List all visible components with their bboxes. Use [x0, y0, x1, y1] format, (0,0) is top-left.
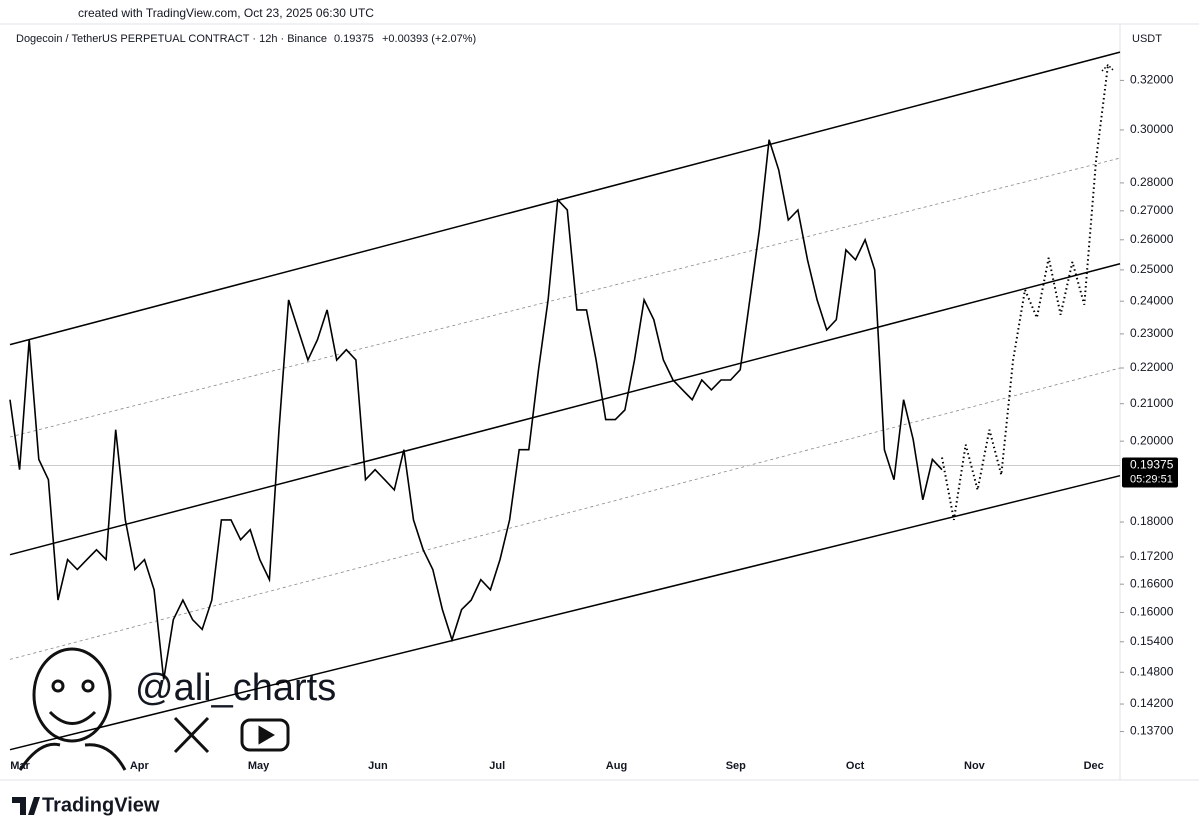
x-tick-label: Aug: [606, 760, 627, 772]
x-tick-label: Jun: [368, 760, 388, 772]
y-tick-label: 0.24000: [1130, 293, 1174, 307]
social-icons: [173, 716, 290, 754]
y-tick-label: 0.32000: [1130, 73, 1174, 87]
currency: USDT: [1132, 33, 1162, 45]
x-tick-label: Dec: [1084, 760, 1104, 772]
watermark: @ali_charts: [135, 667, 336, 709]
header-change: +0.00393 (+2.07%): [382, 33, 476, 45]
y-tick-label: 0.26000: [1130, 232, 1174, 246]
y-tick-label: 0.17200: [1130, 549, 1174, 563]
brand: TradingView: [42, 794, 160, 816]
x-tick-label: Apr: [130, 760, 150, 772]
price-tag: [1122, 457, 1178, 488]
x-tick-label: Nov: [964, 760, 986, 772]
y-tick-label: 0.30000: [1130, 122, 1174, 136]
brand-logo: [12, 797, 40, 815]
header-price: 0.19375: [334, 33, 374, 45]
price-tag-value: 0.19375: [1130, 458, 1174, 472]
channel-line: [9, 51, 1121, 346]
y-tick-label: 0.18000: [1130, 514, 1174, 528]
projection-arrow: [1101, 63, 1115, 72]
y-tick-label: 0.25000: [1130, 262, 1174, 276]
y-tick-label: 0.13700: [1130, 724, 1174, 738]
y-tick-label: 0.27000: [1130, 203, 1174, 217]
channel-line: [9, 263, 1121, 556]
y-tick-label: 0.14200: [1130, 696, 1174, 710]
channel-line: [9, 367, 1121, 660]
y-tick-label: 0.28000: [1130, 175, 1174, 189]
channel-line: [9, 157, 1121, 438]
x-tick-label: Oct: [846, 760, 865, 772]
y-tick-label: 0.16000: [1130, 605, 1174, 619]
y-tick-label: 0.15400: [1130, 634, 1174, 648]
price-tag-countdown: 05:29:51: [1130, 473, 1173, 485]
avatar: [18, 647, 127, 771]
x-tick-label: May: [248, 760, 270, 772]
chart-title: Dogecoin / TetherUS PERPETUAL CONTRACT ·…: [16, 33, 327, 45]
y-tick-label: 0.20000: [1130, 433, 1174, 447]
x-tick-label: Mar: [10, 760, 30, 772]
x-tick-label: Sep: [726, 760, 746, 772]
credit: created with TradingView.com, Oct 23, 20…: [78, 6, 374, 20]
y-tick-label: 0.14800: [1130, 664, 1174, 678]
y-tick-label: 0.16600: [1130, 576, 1174, 590]
y-tick-label: 0.23000: [1130, 326, 1174, 340]
price-line: [9, 139, 943, 680]
y-tick-label: 0.21000: [1130, 396, 1174, 410]
channel-line: [9, 474, 1121, 751]
x-tick-label: Jul: [489, 760, 505, 772]
y-tick-label: 0.22000: [1130, 360, 1174, 374]
